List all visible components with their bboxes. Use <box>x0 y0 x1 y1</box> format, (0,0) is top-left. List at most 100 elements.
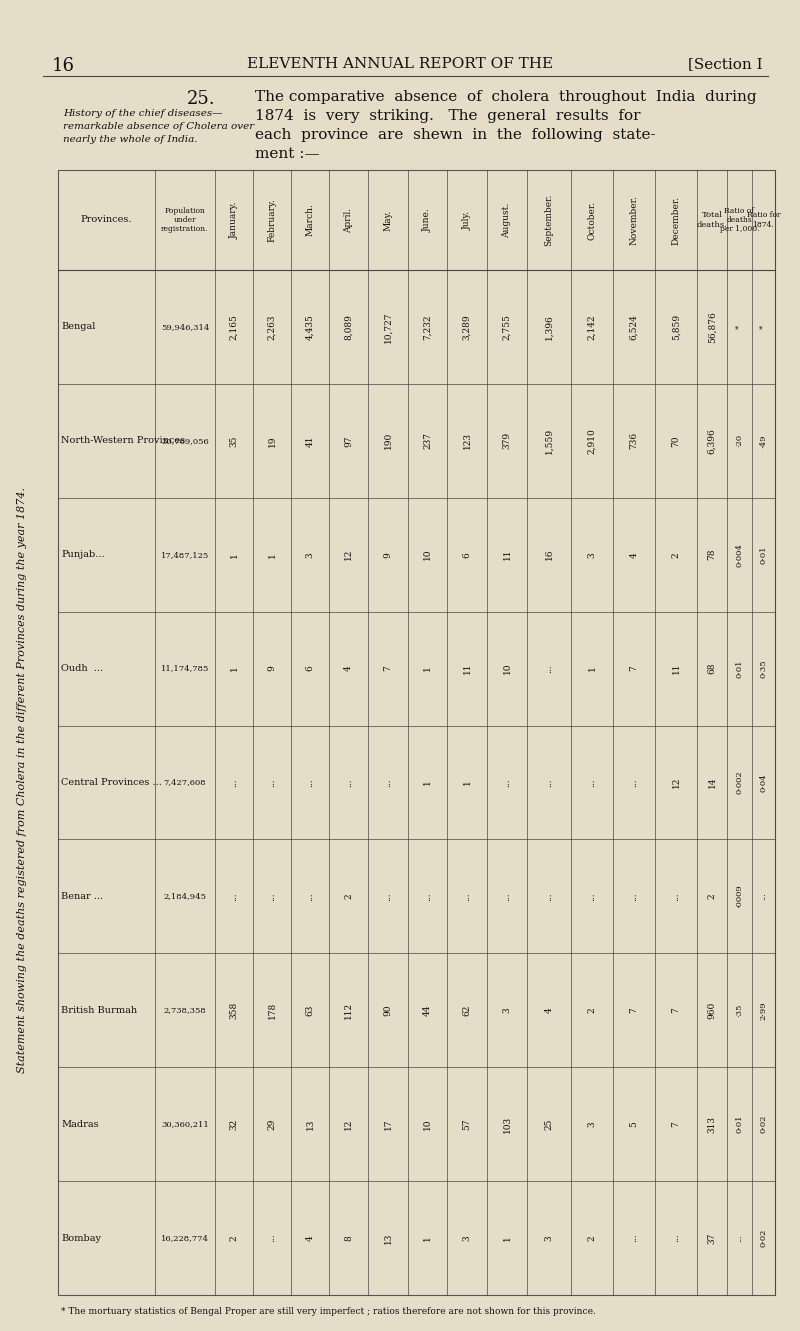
Text: 90: 90 <box>383 1005 393 1016</box>
Text: 25.: 25. <box>187 91 216 108</box>
Text: nearly the whole of India.: nearly the whole of India. <box>63 134 198 144</box>
Text: 2: 2 <box>587 1008 597 1013</box>
Text: 25: 25 <box>545 1118 554 1130</box>
Text: 10: 10 <box>502 663 511 675</box>
Text: 5,859: 5,859 <box>671 314 681 339</box>
Text: 7: 7 <box>630 666 638 671</box>
Text: April.: April. <box>344 208 353 233</box>
Text: 2: 2 <box>671 552 681 558</box>
Text: 37: 37 <box>707 1233 717 1243</box>
Text: 12: 12 <box>671 777 681 788</box>
Text: 2,184,945: 2,184,945 <box>163 892 206 900</box>
Text: 12: 12 <box>344 1118 353 1130</box>
Text: British Burmah: British Burmah <box>61 1006 137 1014</box>
Text: ...: ... <box>267 892 277 901</box>
Text: 358: 358 <box>230 1002 238 1020</box>
Text: 6,524: 6,524 <box>630 314 638 339</box>
Text: 960: 960 <box>707 1002 717 1020</box>
Text: Population
under
registration.: Population under registration. <box>162 206 209 233</box>
Text: 14: 14 <box>707 777 717 788</box>
Text: The comparative  absence  of  cholera  throughout  India  during: The comparative absence of cholera throu… <box>255 91 757 104</box>
Text: 29: 29 <box>267 1118 277 1130</box>
Text: 11,174,785: 11,174,785 <box>161 664 209 672</box>
Text: ...: ... <box>587 892 597 901</box>
Text: ...: ... <box>344 779 353 787</box>
Text: 6: 6 <box>306 666 314 671</box>
Text: 2,738,358: 2,738,358 <box>164 1006 206 1014</box>
Text: 1: 1 <box>587 666 597 671</box>
Text: ...: ... <box>306 892 314 901</box>
Text: ...: ... <box>630 892 638 901</box>
Text: ...: ... <box>759 893 767 900</box>
Text: 9: 9 <box>383 552 393 558</box>
Text: 41: 41 <box>306 435 314 447</box>
Text: 16,228,774: 16,228,774 <box>161 1234 209 1242</box>
Text: August.: August. <box>502 202 511 238</box>
Text: Central Provinces ...: Central Provinces ... <box>61 779 162 787</box>
Text: ...: ... <box>306 779 314 787</box>
Text: 19: 19 <box>267 435 277 447</box>
Text: 2: 2 <box>707 893 717 900</box>
Text: 4: 4 <box>344 666 353 671</box>
Text: 1: 1 <box>230 552 238 558</box>
Text: 2: 2 <box>587 1235 597 1240</box>
Text: 0·01: 0·01 <box>735 1115 743 1134</box>
Text: 237: 237 <box>423 433 432 450</box>
Text: ...: ... <box>267 1234 277 1242</box>
Text: Madras: Madras <box>61 1119 98 1129</box>
Text: 17: 17 <box>383 1118 393 1130</box>
Text: ...: ... <box>671 1234 681 1242</box>
Text: Bombay: Bombay <box>61 1234 101 1243</box>
Text: 2,263: 2,263 <box>267 314 277 339</box>
Text: ...: ... <box>462 892 471 901</box>
Text: 7: 7 <box>630 1008 638 1013</box>
Text: 0·02: 0·02 <box>759 1115 767 1134</box>
Text: 57: 57 <box>462 1118 471 1130</box>
Text: ...: ... <box>671 892 681 901</box>
Text: 7: 7 <box>383 666 393 671</box>
Text: 11: 11 <box>671 663 681 675</box>
Text: 78: 78 <box>707 548 717 560</box>
Text: ·0009: ·0009 <box>735 885 743 908</box>
Text: 9: 9 <box>267 666 277 671</box>
Text: Ratio for
1874.: Ratio for 1874. <box>746 212 780 229</box>
Text: 16: 16 <box>52 57 75 75</box>
Text: 17,487,125: 17,487,125 <box>161 551 209 559</box>
Text: 103: 103 <box>502 1115 511 1133</box>
Text: February.: February. <box>267 198 277 242</box>
Text: 68: 68 <box>707 663 717 675</box>
Text: 123: 123 <box>462 433 471 450</box>
Text: ·49: ·49 <box>759 434 767 447</box>
Text: Provinces.: Provinces. <box>81 216 132 225</box>
Text: 12: 12 <box>344 548 353 560</box>
Text: 56,876: 56,876 <box>707 311 717 343</box>
Text: 1: 1 <box>502 1235 511 1240</box>
Text: 6,396: 6,396 <box>707 429 717 454</box>
Text: 7: 7 <box>671 1121 681 1127</box>
Text: July.: July. <box>462 210 471 229</box>
Text: History of the chief diseases—: History of the chief diseases— <box>63 109 222 118</box>
Text: ·20: ·20 <box>735 434 743 447</box>
Text: 0·35: 0·35 <box>759 659 767 677</box>
Text: 4,435: 4,435 <box>306 314 314 339</box>
Text: ...: ... <box>267 779 277 787</box>
Text: 2: 2 <box>230 1235 238 1240</box>
Text: 7,232: 7,232 <box>423 314 432 339</box>
Text: 1: 1 <box>423 666 432 671</box>
Text: 0·01: 0·01 <box>759 546 767 564</box>
Text: North-Western Provinces: North-Western Provinces <box>61 437 185 446</box>
Text: June.: June. <box>423 208 432 232</box>
Text: 4: 4 <box>545 1008 554 1013</box>
Text: January.: January. <box>230 201 238 238</box>
Text: * The mortuary statistics of Bengal Proper are still very imperfect ; ratios the: * The mortuary statistics of Bengal Prop… <box>61 1307 596 1316</box>
Text: 112: 112 <box>344 1002 353 1018</box>
Text: 8,089: 8,089 <box>344 314 353 339</box>
Text: 3,289: 3,289 <box>462 314 471 339</box>
Text: 313: 313 <box>707 1115 717 1133</box>
Text: 379: 379 <box>502 433 511 450</box>
Text: ...: ... <box>735 1234 743 1242</box>
Text: 6: 6 <box>462 552 471 558</box>
Text: remarkable absence of Cholera over: remarkable absence of Cholera over <box>63 122 254 130</box>
Text: 3: 3 <box>545 1235 554 1240</box>
Text: December.: December. <box>671 196 681 245</box>
